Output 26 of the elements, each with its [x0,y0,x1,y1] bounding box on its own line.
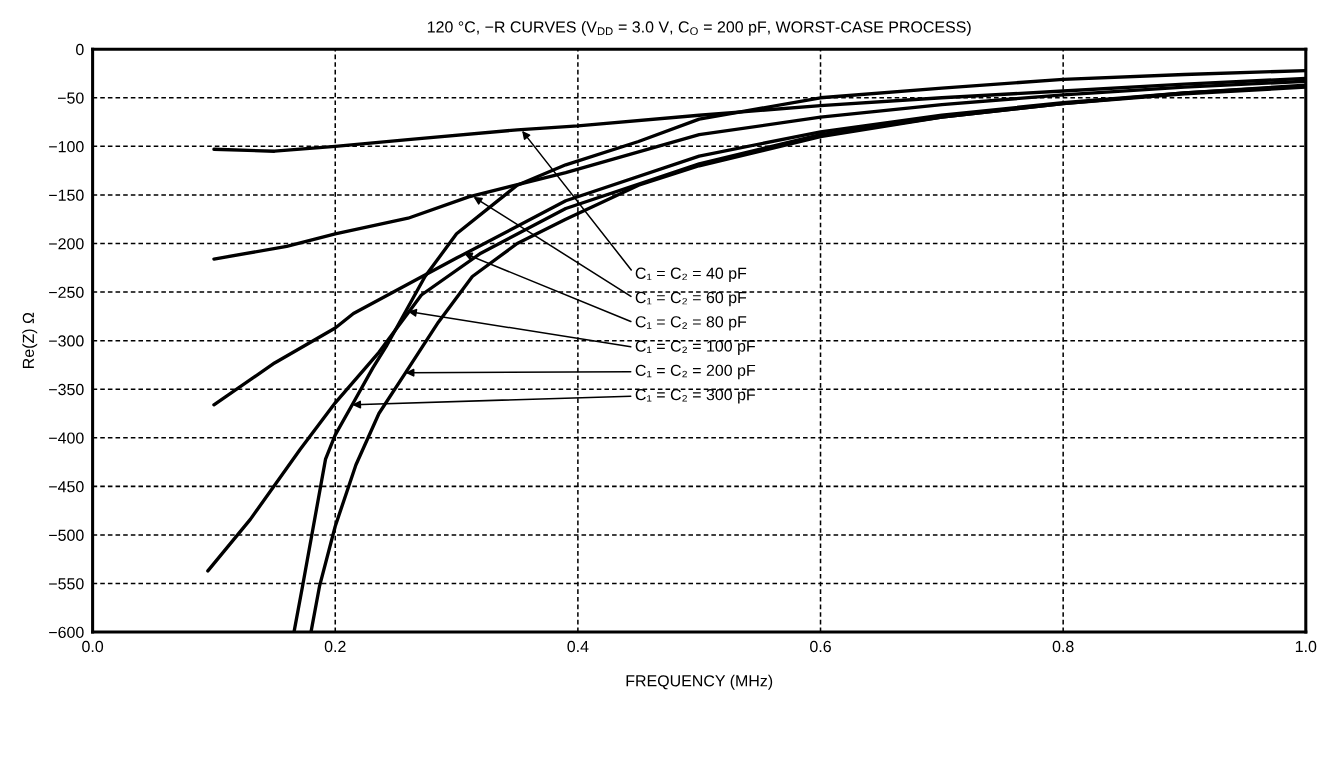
y-tick-label: −250 [49,286,84,299]
annotation: C₁ = C₂ = 200 pF [635,364,756,380]
annotation: C₁ = C₂ = 80 pF [635,316,747,331]
annotation: C₁ = C₂ = 40 pF [635,267,747,283]
y-tick-label: 0 [76,43,84,56]
y-tick-label: −200 [49,238,84,250]
y-axis-title: Re(Z) Ω [22,312,38,368]
x-tick-label: 0.8 [1052,640,1074,653]
y-tick-label: −500 [49,529,84,541]
y-tick-label: −600 [49,626,84,639]
y-tick-label: −100 [49,140,84,153]
y-tick-label: −300 [49,335,84,347]
y-tick-label: −150 [49,189,84,201]
y-tick-label: −550 [49,578,84,590]
y-tick-label: −400 [49,432,84,444]
x-tick-label: 0.0 [82,640,104,653]
x-tick-label: 1.0 [1295,640,1317,653]
annotation: C₁ = C₂ = 60 pF [635,291,747,307]
y-tick-label: −50 [57,92,84,104]
x-tick-label: 0.2 [324,640,346,653]
x-tick-label: 0.4 [567,640,589,653]
y-tick-label: −350 [49,383,84,396]
y-tick-label: −450 [49,481,84,493]
chart-title: 120 °C, −R CURVES (V$_{DD}$ = 3.0 V, C$_{O}$ = 200 pF, WORST-CASE PROCESS) [427,20,971,36]
x-axis-title: FREQUENCY (MHz) [626,674,773,690]
x-tick-label: 0.6 [810,640,831,653]
